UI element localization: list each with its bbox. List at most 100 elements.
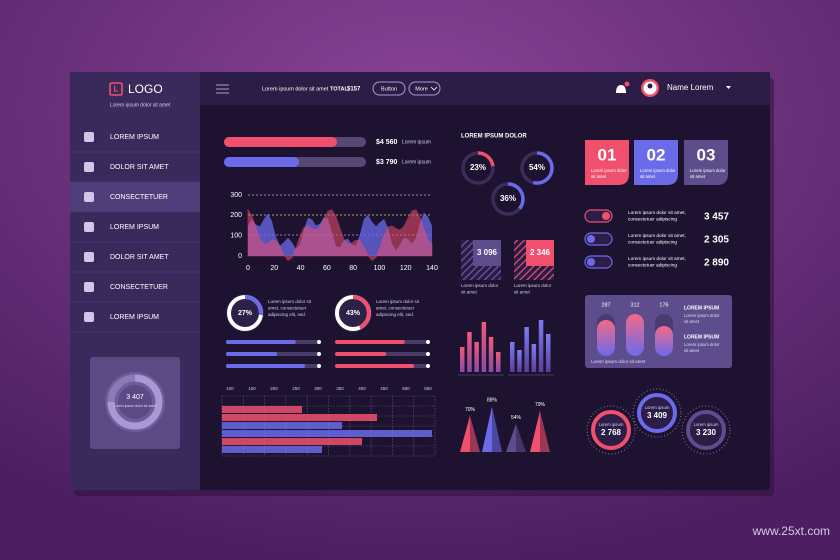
grid-tick-label: 100 — [226, 386, 234, 391]
tile-text: sit amet — [640, 174, 656, 179]
box-text: sit amet — [461, 290, 478, 295]
group-bar — [510, 342, 515, 372]
stat-value: 3 230 — [696, 428, 717, 437]
menu-icon — [84, 282, 94, 292]
group-bar — [496, 352, 501, 372]
triangle-label: 54% — [511, 415, 522, 421]
dotted-ring — [681, 405, 731, 455]
triangle-left — [530, 410, 540, 452]
card-bar — [626, 314, 644, 356]
logo-letter: L — [114, 85, 119, 94]
menu-item-label: CONSECTETUER — [110, 194, 168, 201]
header-text: Lorem ipsum dolor sit amet — [262, 86, 329, 92]
progress-value: $4 560 — [376, 139, 398, 146]
percent-ring-arc — [491, 182, 525, 216]
user-caret[interactable] — [726, 86, 731, 89]
donut-value: 27% — [238, 310, 253, 317]
bell-icon[interactable] — [616, 85, 626, 93]
tile-text: Lorem ipsum dolor — [640, 168, 676, 173]
card-bar-value: 287 — [601, 302, 610, 308]
grid-bar — [222, 422, 342, 429]
mini-fill — [335, 340, 405, 344]
donut-text: adipiscing elit, sed. — [268, 312, 306, 317]
donut-text: amet, consectetuer — [376, 306, 415, 311]
stat-circle — [637, 393, 677, 433]
group-bar — [481, 322, 487, 372]
grid-tick-label: 300 — [314, 386, 322, 391]
triangle-right — [470, 415, 480, 452]
grid-tick-label: 450 — [380, 386, 388, 391]
grid-bar — [222, 406, 302, 413]
triangle-label: 88% — [487, 398, 498, 404]
card-item-text: Lorem ipsum dolor — [684, 342, 720, 347]
y-tick-label: 0 — [238, 253, 242, 260]
toggle-text: consectetuer adipiscing — [628, 263, 677, 268]
donut-text: amet, consectetuer — [268, 306, 307, 311]
button-label: Button — [381, 86, 397, 92]
bell-badge — [624, 81, 630, 87]
menu-item-label: LOREM IPSUM — [110, 134, 159, 141]
tile — [585, 140, 629, 185]
group-bar — [474, 342, 479, 372]
ring-value: 23% — [470, 163, 486, 172]
donut-text: Lorem ipsum dolor sit — [376, 299, 420, 304]
box-text: sit amet — [514, 290, 531, 295]
grid-tick-label: 150 — [248, 386, 256, 391]
menu-item-label: DOLOR SIT AMET — [110, 164, 169, 171]
x-tick-label: 40 — [297, 265, 305, 272]
header-button[interactable] — [372, 81, 406, 96]
grid-bar — [222, 430, 432, 437]
toggle-value: 2 305 — [704, 235, 729, 246]
card-item-title: LOREM IPSUM — [684, 334, 719, 340]
dotted-ring — [632, 388, 682, 438]
y-tick-label: 200 — [230, 212, 242, 219]
avatar-head — [647, 83, 653, 89]
stat-value: 3 409 — [647, 411, 668, 420]
rings-title: LOREM IPSUM DOLOR — [461, 134, 527, 140]
menu-item-label: LOREM IPSUM — [110, 224, 159, 231]
stat-label: Lorem ipsum — [645, 405, 670, 410]
progress-fill — [224, 157, 299, 167]
logo-title: LOGO — [128, 82, 163, 96]
box-text: Lorem ipsum dolor — [514, 283, 552, 288]
donut-bg — [334, 294, 372, 332]
donut-arc — [335, 295, 371, 331]
card-footer: Lorem ipsum dolor sit amet — [591, 359, 646, 364]
top-bar — [200, 72, 770, 105]
value-box — [526, 240, 554, 266]
donut-arc — [227, 295, 263, 331]
tile-text: sit amet — [591, 174, 607, 179]
mini-fill — [226, 364, 306, 368]
x-tick-label: 20 — [270, 265, 278, 272]
progress-fill — [224, 137, 337, 147]
watermark: www.25xt.com — [752, 524, 830, 538]
widget-ring-arc — [107, 374, 163, 430]
y-tick-label: 100 — [230, 233, 242, 240]
triangle-right — [516, 423, 526, 452]
percent-ring-arc — [520, 151, 554, 185]
widget-label: Lorem ipsum dolor sit amet — [114, 404, 156, 408]
box-value: 3 096 — [477, 248, 498, 257]
donut-text: adipiscing elit, sed. — [376, 312, 414, 317]
box-text: Lorem ipsum dolor — [461, 283, 499, 288]
group-bar — [538, 320, 544, 372]
menu-icon — [84, 132, 94, 142]
toggle-text: Lorem ipsum dolor sit amet, — [628, 256, 686, 261]
mini-fill — [335, 352, 387, 356]
widget-core — [118, 385, 152, 419]
header-button[interactable] — [408, 81, 441, 96]
toggle-text: consectetuer adipiscing — [628, 240, 677, 245]
tile — [684, 140, 728, 185]
logo-subtitle: Lorem ipsum dolor sit amet — [110, 102, 171, 108]
progress-label: Lorem ipsum — [402, 139, 431, 145]
mini-dot — [317, 352, 321, 356]
tile-number: 01 — [598, 145, 617, 164]
grid-bar — [222, 414, 377, 421]
triangle-left — [506, 423, 516, 452]
grid-tick-label: 350 — [336, 386, 344, 391]
total-label: TOTAL: — [330, 86, 350, 92]
x-tick-label: 100 — [374, 265, 386, 272]
y-tick-label: 300 — [230, 192, 242, 199]
logo-mark — [109, 82, 123, 96]
